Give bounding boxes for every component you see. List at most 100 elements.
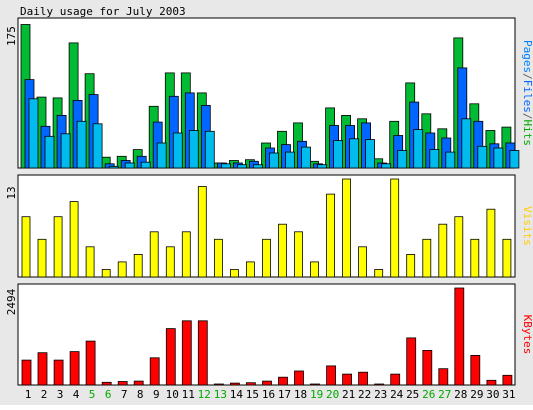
bar-pages-7 [124, 162, 135, 169]
bar-kbytes-8 [133, 380, 144, 386]
x-tick-label-17: 17 [278, 388, 291, 401]
bar-pages-10 [172, 132, 183, 169]
bar-visits-28 [454, 216, 464, 278]
bar-pages-8 [140, 161, 151, 169]
x-tick-label-12: 12 [198, 388, 211, 401]
bar-kbytes-26 [422, 349, 433, 386]
bar-pages-15 [252, 164, 263, 169]
x-tick-label-24: 24 [390, 388, 404, 401]
bar-kbytes-3 [53, 359, 64, 386]
bar-visits-8 [133, 253, 143, 278]
bar-visits-30 [486, 208, 496, 278]
bar-pages-25 [413, 129, 424, 169]
x-tick-label-11: 11 [182, 388, 195, 401]
x-tick-label-31: 31 [502, 388, 515, 401]
bar-pages-21 [349, 138, 360, 169]
bar-visits-25 [406, 253, 416, 278]
legend-3: KBytes [521, 315, 533, 355]
bar-visits-27 [438, 223, 448, 278]
bar-visits-11 [181, 231, 191, 278]
bar-kbytes-12 [197, 320, 208, 386]
legend-entry-2-0: Visits [521, 206, 533, 246]
y-max-label-3: 2494 [5, 288, 18, 315]
x-tick-label-10: 10 [166, 388, 179, 401]
bar-kbytes-19 [310, 383, 320, 386]
bar-visits-19 [310, 261, 319, 278]
bar-kbytes-6 [101, 381, 112, 386]
x-tick-label-3: 3 [57, 388, 64, 401]
y-max-label-2: 13 [5, 186, 18, 199]
x-tick-label-6: 6 [105, 388, 112, 401]
x-tick-label-15: 15 [246, 388, 259, 401]
bar-pages-18 [301, 146, 311, 169]
bar-pages-24 [397, 150, 408, 169]
legend-entry-3-0: KBytes [521, 315, 533, 355]
bar-pages-20 [333, 140, 344, 169]
y-max-label-1: 175 [5, 26, 18, 46]
bar-kbytes-25 [406, 337, 417, 386]
bar-kbytes-1 [21, 359, 32, 386]
legend-entry-1-1: / [521, 73, 533, 80]
bar-visits-4 [69, 201, 79, 278]
bar-kbytes-27 [438, 368, 449, 386]
x-tick-label-9: 9 [153, 388, 160, 401]
x-tick-label-13: 13 [214, 388, 227, 401]
bar-pages-13 [220, 163, 231, 169]
x-tick-label-22: 22 [358, 388, 371, 401]
bar-visits-7 [117, 261, 127, 278]
bar-kbytes-9 [149, 357, 160, 386]
x-tick-label-14: 14 [230, 388, 244, 401]
x-tick-label-5: 5 [89, 388, 96, 401]
bar-visits-16 [262, 238, 271, 278]
bar-pages-1 [28, 98, 39, 169]
bar-pages-30 [493, 147, 504, 169]
bar-visits-20 [326, 193, 336, 278]
legend-entry-1-2: Files [521, 80, 533, 113]
bar-kbytes-16 [262, 380, 272, 386]
bar-kbytes-28 [454, 287, 465, 386]
bar-pages-22 [365, 139, 376, 169]
bar-kbytes-17 [278, 376, 288, 386]
legend-1: Pages/Files/Hits [521, 40, 533, 146]
x-tick-label-8: 8 [137, 388, 144, 401]
bar-pages-5 [92, 123, 103, 169]
bar-pages-26 [429, 149, 440, 169]
bar-visits-13 [213, 238, 223, 278]
bar-kbytes-2 [37, 352, 48, 386]
chart-title: Daily usage for July 2003 [20, 5, 186, 18]
legend-entry-1-4: Hits [521, 120, 533, 147]
legend-entry-1-3: / [521, 113, 533, 120]
bar-visits-2 [37, 238, 47, 278]
x-tick-label-26: 26 [422, 388, 435, 401]
bar-pages-2 [44, 135, 55, 169]
bar-pages-12 [204, 130, 215, 169]
bar-pages-17 [285, 151, 295, 169]
bar-pages-28 [461, 118, 472, 169]
bar-pages-3 [60, 133, 71, 169]
bar-kbytes-23 [374, 383, 385, 386]
x-tick-label-1: 1 [25, 388, 32, 401]
bar-visits-21 [342, 178, 352, 278]
bar-pages-11 [188, 130, 199, 169]
bar-kbytes-22 [358, 371, 369, 386]
bar-pages-19 [317, 164, 327, 169]
bar-pages-9 [156, 142, 167, 169]
bar-visits-24 [390, 178, 400, 278]
bar-kbytes-15 [245, 382, 256, 386]
bar-visits-22 [358, 246, 368, 278]
bar-visits-29 [470, 238, 480, 278]
bar-kbytes-14 [229, 382, 240, 386]
legend-entry-1-0: Pages [521, 40, 533, 73]
bar-visits-12 [197, 186, 207, 278]
bar-kbytes-5 [85, 340, 96, 386]
bar-visits-15 [245, 261, 255, 278]
bar-visits-5 [85, 246, 95, 278]
bar-visits-6 [101, 269, 111, 278]
x-tick-label-21: 21 [342, 388, 355, 401]
bar-pages-29 [477, 145, 488, 169]
legend-2: Visits [521, 206, 533, 246]
x-tick-label-27: 27 [438, 388, 451, 401]
x-tick-label-7: 7 [121, 388, 128, 401]
